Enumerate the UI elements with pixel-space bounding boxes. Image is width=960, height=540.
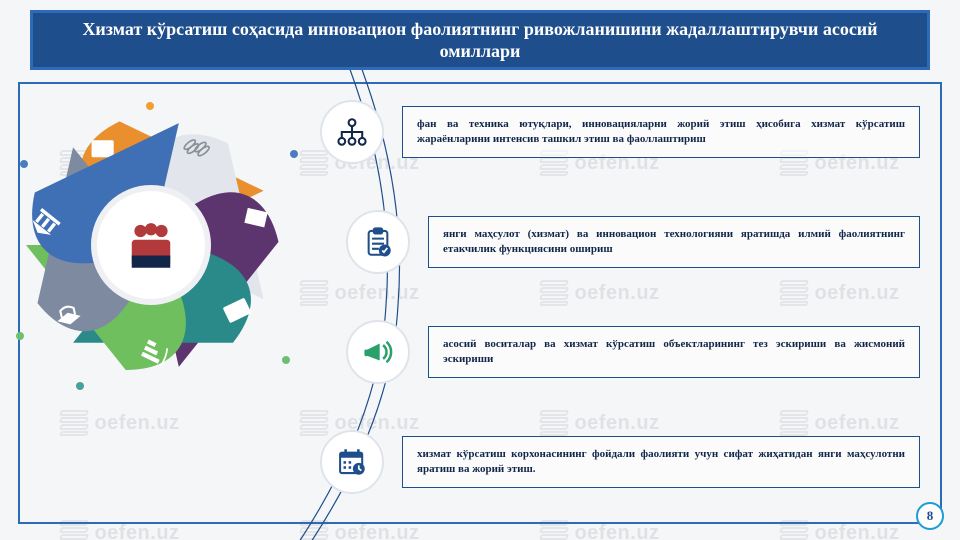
bank-icon [21, 200, 69, 248]
item-4-text: хизмат кўрсатиш корхонасининг фойдали фа… [402, 436, 920, 488]
item-1-text: фан ва техника ютуқлари, инновацияларни … [402, 106, 920, 158]
item-1: фан ва техника ютуқлари, инновацияларни … [320, 100, 920, 164]
item-2-text: янги маҳсулот (хизмат) ва инновацион тех… [428, 216, 920, 268]
people-icon [123, 217, 179, 273]
item-3-text: асосий воситалар ва хизмат кўрсатиш объе… [428, 326, 920, 378]
calendar-icon [320, 430, 384, 494]
item-4: хизмат кўрсатиш корхонасининг фойдали фа… [320, 430, 920, 494]
page-number: 8 [916, 502, 944, 530]
items-column: фан ва техника ютуқлари, инновацияларни … [320, 100, 920, 510]
slide-title: Хизмат кўрсатиш соҳасида инновацион фаол… [53, 18, 907, 63]
slide-title-bar: Хизмат кўрсатиш соҳасида инновацион фаол… [30, 10, 930, 70]
network-icon [320, 100, 384, 164]
item-2: янги маҳсулот (хизмат) ва инновацион тех… [320, 210, 920, 274]
item-3: асосий воситалар ва хизмат кўрсатиш объе… [320, 320, 920, 384]
checklist-icon [346, 210, 410, 274]
wheel-hub [91, 185, 211, 305]
wheel-diagram [26, 120, 276, 370]
megaphone-icon [346, 320, 410, 384]
